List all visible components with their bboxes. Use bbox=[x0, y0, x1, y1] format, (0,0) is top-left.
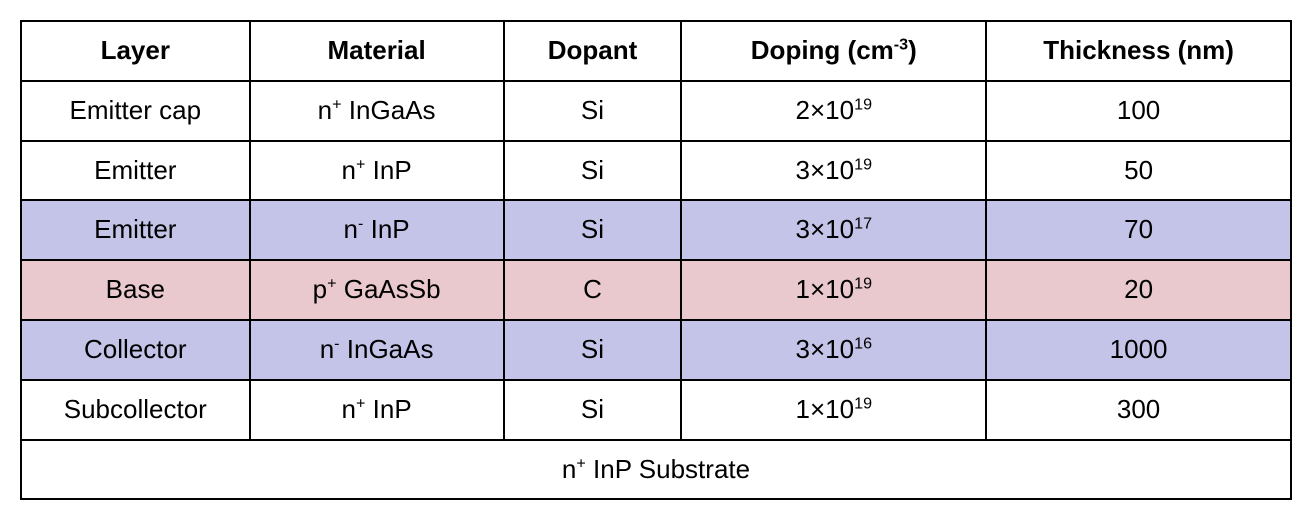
doping-exponent: 19 bbox=[854, 95, 872, 113]
cell-dopant: C bbox=[504, 260, 682, 320]
header-material: Material bbox=[250, 21, 504, 81]
table-row: Subcollectorn+ InPSi1×1019300 bbox=[21, 380, 1291, 440]
substrate-pre: n bbox=[562, 454, 576, 484]
cell-layer: Base bbox=[21, 260, 250, 320]
cell-doping: 3×1017 bbox=[681, 200, 986, 260]
material-sup: + bbox=[327, 275, 336, 293]
cell-thickness: 50 bbox=[986, 141, 1291, 201]
doping-exponent: 19 bbox=[854, 275, 872, 293]
cell-material: n+ InP bbox=[250, 380, 504, 440]
table-row: Basep+ GaAsSbC1×101920 bbox=[21, 260, 1291, 320]
cell-material: n+ InGaAs bbox=[250, 81, 504, 141]
layer-structure-table-wrapper: Layer Material Dopant Doping (cm-3) Thic… bbox=[20, 20, 1292, 500]
material-sup: + bbox=[356, 155, 365, 173]
doping-mantissa: 3×10 bbox=[796, 214, 855, 244]
header-thickness: Thickness (nm) bbox=[986, 21, 1291, 81]
header-doping-tail: ) bbox=[908, 35, 917, 65]
doping-mantissa: 3×10 bbox=[796, 155, 855, 185]
cell-dopant: Si bbox=[504, 320, 682, 380]
material-post: InP bbox=[365, 394, 411, 424]
cell-thickness: 20 bbox=[986, 260, 1291, 320]
doping-mantissa: 1×10 bbox=[796, 394, 855, 424]
material-post: InGaAs bbox=[342, 95, 436, 125]
cell-layer: Emitter bbox=[21, 200, 250, 260]
material-pre: n bbox=[320, 334, 334, 364]
doping-mantissa: 3×10 bbox=[796, 334, 855, 364]
cell-thickness: 300 bbox=[986, 380, 1291, 440]
material-sup: + bbox=[332, 95, 341, 113]
table-row: Emittern+ InPSi3×101950 bbox=[21, 141, 1291, 201]
cell-layer: Collector bbox=[21, 320, 250, 380]
doping-exponent: 16 bbox=[854, 334, 872, 352]
header-layer: Layer bbox=[21, 21, 250, 81]
material-post: InP bbox=[365, 155, 411, 185]
layer-structure-table: Layer Material Dopant Doping (cm-3) Thic… bbox=[20, 20, 1292, 500]
cell-layer: Subcollector bbox=[21, 380, 250, 440]
substrate-post: InP Substrate bbox=[586, 454, 750, 484]
material-pre: n bbox=[342, 394, 356, 424]
material-pre: p bbox=[313, 274, 327, 304]
cell-dopant: Si bbox=[504, 141, 682, 201]
table-row: Collectorn- InGaAsSi3×10161000 bbox=[21, 320, 1291, 380]
doping-exponent: 19 bbox=[854, 394, 872, 412]
cell-doping: 1×1019 bbox=[681, 260, 986, 320]
table-body: Emitter capn+ InGaAsSi2×1019100Emittern+… bbox=[21, 81, 1291, 440]
cell-layer: Emitter cap bbox=[21, 81, 250, 141]
cell-dopant: Si bbox=[504, 380, 682, 440]
cell-material: n+ InP bbox=[250, 141, 504, 201]
cell-thickness: 1000 bbox=[986, 320, 1291, 380]
doping-mantissa: 1×10 bbox=[796, 274, 855, 304]
material-sup: + bbox=[356, 394, 365, 412]
doping-mantissa: 2×10 bbox=[796, 95, 855, 125]
material-pre: n bbox=[344, 214, 358, 244]
cell-dopant: Si bbox=[504, 200, 682, 260]
material-post: GaAsSb bbox=[337, 274, 441, 304]
cell-thickness: 100 bbox=[986, 81, 1291, 141]
header-dopant: Dopant bbox=[504, 21, 682, 81]
cell-doping: 1×1019 bbox=[681, 380, 986, 440]
cell-layer: Emitter bbox=[21, 141, 250, 201]
cell-thickness: 70 bbox=[986, 200, 1291, 260]
header-doping-sup: -3 bbox=[894, 35, 908, 53]
cell-material: n- InP bbox=[250, 200, 504, 260]
table-row: Emittern- InPSi3×101770 bbox=[21, 200, 1291, 260]
table-row: Emitter capn+ InGaAsSi2×1019100 bbox=[21, 81, 1291, 141]
cell-dopant: Si bbox=[504, 81, 682, 141]
table-header-row: Layer Material Dopant Doping (cm-3) Thic… bbox=[21, 21, 1291, 81]
cell-doping: 3×1016 bbox=[681, 320, 986, 380]
header-doping-base: Doping (cm bbox=[751, 35, 894, 65]
cell-doping: 2×1019 bbox=[681, 81, 986, 141]
doping-exponent: 17 bbox=[854, 215, 872, 233]
cell-material: p+ GaAsSb bbox=[250, 260, 504, 320]
material-post: InGaAs bbox=[340, 334, 434, 364]
cell-material: n- InGaAs bbox=[250, 320, 504, 380]
substrate-sup: + bbox=[576, 454, 585, 472]
table-footer-row: n+ InP Substrate bbox=[21, 440, 1291, 500]
material-pre: n bbox=[342, 155, 356, 185]
substrate-cell: n+ InP Substrate bbox=[21, 440, 1291, 500]
header-doping: Doping (cm-3) bbox=[681, 21, 986, 81]
doping-exponent: 19 bbox=[854, 155, 872, 173]
material-pre: n bbox=[318, 95, 332, 125]
material-post: InP bbox=[363, 214, 409, 244]
cell-doping: 3×1019 bbox=[681, 141, 986, 201]
